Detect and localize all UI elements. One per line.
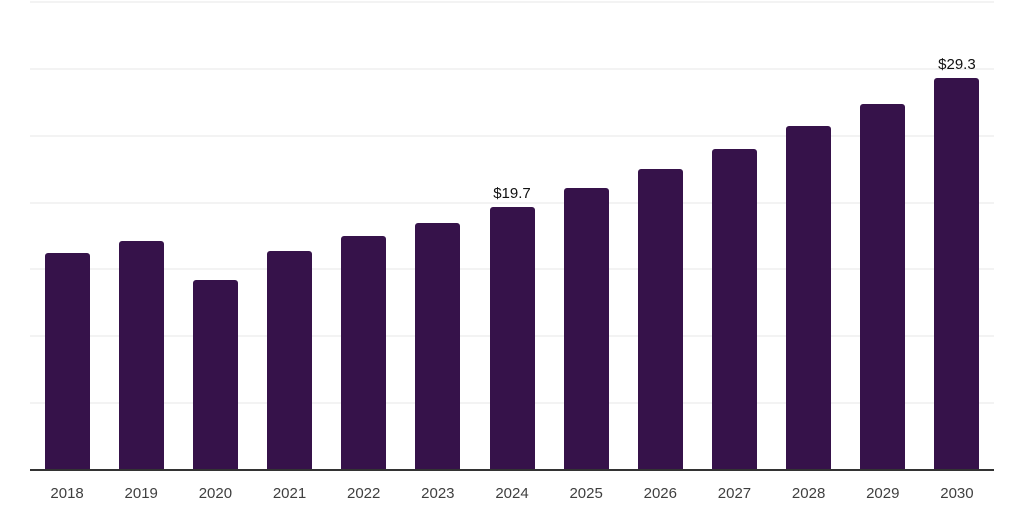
x-tick-label-2025: 2025 bbox=[569, 485, 603, 502]
gridline-30 bbox=[30, 67, 994, 70]
x-tick-label-2026: 2026 bbox=[643, 485, 677, 502]
x-tick-label-2028: 2028 bbox=[791, 485, 826, 502]
x-axis-line bbox=[30, 469, 994, 471]
x-tick-label-2030: 2030 bbox=[940, 485, 974, 502]
gridline-25 bbox=[30, 134, 994, 137]
bar-2024 bbox=[489, 206, 535, 470]
x-tick-label-2029: 2029 bbox=[866, 485, 900, 502]
bar-2019 bbox=[118, 241, 164, 470]
bar-2030 bbox=[934, 78, 980, 470]
bar-2022 bbox=[341, 236, 387, 470]
x-tick-label-2027: 2027 bbox=[717, 485, 752, 502]
data-label-2024: $19.7 bbox=[493, 184, 531, 202]
gridline-35 bbox=[30, 1, 994, 3]
bar-2023 bbox=[415, 222, 461, 470]
data-label-2030: $29.3 bbox=[938, 56, 976, 74]
bar-2021 bbox=[267, 250, 313, 470]
x-tick-label-2022: 2022 bbox=[347, 485, 381, 502]
x-tick-label-2020: 2020 bbox=[198, 485, 233, 502]
x-axis-labels: 2018 2019 2020 2021 2022 2023 2024 2025 2026 2027… bbox=[30, 485, 994, 505]
bar-2018 bbox=[44, 253, 90, 470]
bar-2020 bbox=[192, 280, 238, 470]
gridline-20 bbox=[30, 201, 994, 204]
x-tick-label-2018: 2018 bbox=[50, 485, 84, 502]
bar-2028 bbox=[786, 126, 832, 470]
x-tick-label-2024: 2024 bbox=[495, 485, 529, 502]
bar-2029 bbox=[860, 103, 906, 470]
x-tick-label-2019: 2019 bbox=[124, 485, 158, 502]
plot-area: $19.7 $29.3 bbox=[30, 0, 994, 471]
x-tick-label-2023: 2023 bbox=[421, 485, 455, 502]
bar-2025 bbox=[563, 187, 609, 470]
x-tick-label-2021: 2021 bbox=[272, 485, 307, 502]
bar-2026 bbox=[637, 169, 683, 470]
bar-2027 bbox=[711, 149, 757, 470]
